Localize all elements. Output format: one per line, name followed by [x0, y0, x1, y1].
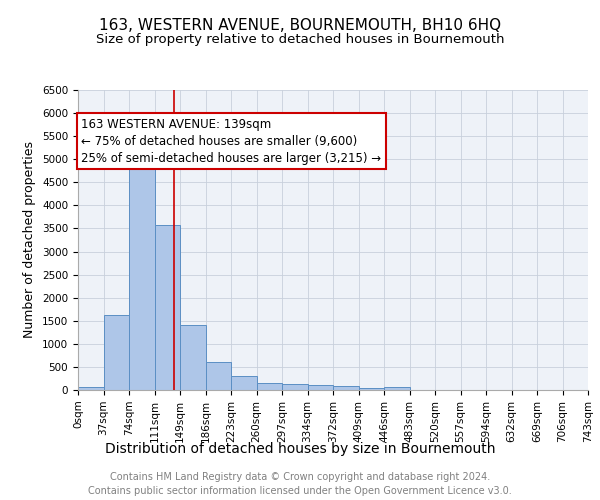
- Bar: [257, 382, 282, 390]
- Text: 163, WESTERN AVENUE, BOURNEMOUTH, BH10 6HQ: 163, WESTERN AVENUE, BOURNEMOUTH, BH10 6…: [99, 18, 501, 32]
- Bar: [180, 326, 205, 390]
- Bar: [104, 315, 129, 390]
- Bar: [308, 385, 333, 390]
- Bar: [359, 388, 384, 390]
- Y-axis label: Number of detached properties: Number of detached properties: [23, 142, 37, 338]
- Bar: [333, 386, 359, 390]
- Bar: [129, 154, 155, 390]
- Text: Contains HM Land Registry data © Crown copyright and database right 2024.: Contains HM Land Registry data © Crown c…: [110, 472, 490, 482]
- Text: Size of property relative to detached houses in Bournemouth: Size of property relative to detached ho…: [96, 32, 504, 46]
- Bar: [231, 376, 257, 390]
- Bar: [78, 386, 104, 390]
- Bar: [205, 362, 231, 390]
- Bar: [155, 225, 180, 390]
- Bar: [282, 384, 308, 390]
- Bar: [384, 387, 410, 390]
- Text: Contains public sector information licensed under the Open Government Licence v3: Contains public sector information licen…: [88, 486, 512, 496]
- Text: 163 WESTERN AVENUE: 139sqm
← 75% of detached houses are smaller (9,600)
25% of s: 163 WESTERN AVENUE: 139sqm ← 75% of deta…: [82, 118, 382, 164]
- Text: Distribution of detached houses by size in Bournemouth: Distribution of detached houses by size …: [105, 442, 495, 456]
